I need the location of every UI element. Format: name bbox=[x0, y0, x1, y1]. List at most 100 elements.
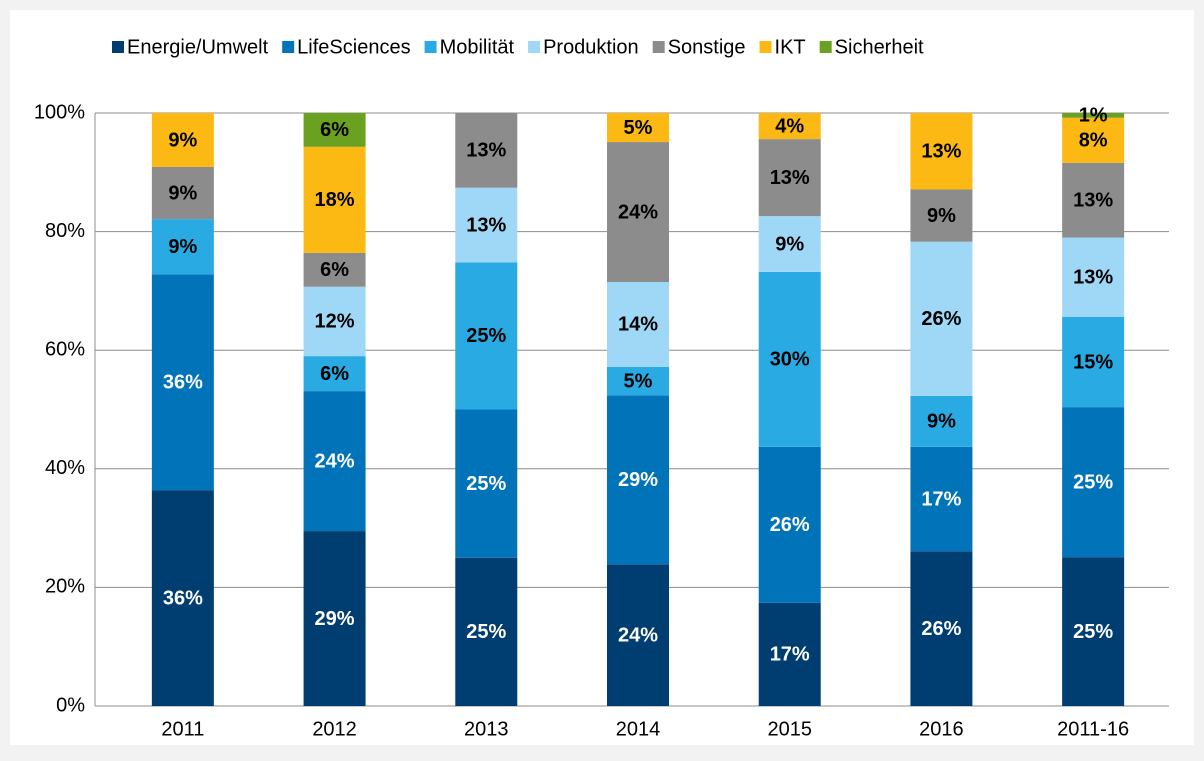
x-tick-label: 2014 bbox=[616, 718, 661, 740]
x-tick-label: 2011 bbox=[161, 718, 204, 740]
bar-segment bbox=[758, 271, 821, 447]
legend-label: LifeSciences bbox=[297, 36, 410, 58]
bar-segment bbox=[1062, 407, 1125, 558]
y-tick-label: 0% bbox=[56, 694, 85, 716]
data-label: 17% bbox=[770, 644, 810, 666]
bar-segment bbox=[1062, 117, 1125, 163]
data-label: 4% bbox=[775, 115, 804, 137]
x-tick-label: 2012 bbox=[312, 718, 357, 740]
data-label: 13% bbox=[770, 167, 810, 189]
data-label: 30% bbox=[770, 349, 810, 371]
data-label: 25% bbox=[466, 621, 506, 643]
data-label: 9% bbox=[927, 205, 956, 227]
data-label: 6% bbox=[320, 363, 349, 385]
legend-swatch bbox=[819, 41, 832, 53]
data-label: 24% bbox=[618, 201, 658, 223]
data-label: 5% bbox=[624, 117, 653, 139]
bar-segment bbox=[1062, 316, 1125, 408]
data-label: 15% bbox=[1073, 351, 1113, 373]
data-label: 9% bbox=[775, 233, 804, 255]
data-label: 13% bbox=[1073, 189, 1113, 211]
bar-segment bbox=[151, 113, 214, 167]
bar-segment bbox=[607, 113, 669, 143]
legend-label: Produktion bbox=[543, 36, 639, 58]
data-label: 6% bbox=[320, 259, 349, 281]
bar-segment bbox=[303, 356, 366, 392]
data-label: 9% bbox=[927, 411, 956, 433]
y-tick-label: 80% bbox=[45, 220, 85, 242]
bar-segment bbox=[758, 139, 821, 217]
bar-segment bbox=[151, 166, 214, 220]
bar-segment bbox=[455, 187, 518, 263]
bar-segment bbox=[455, 262, 518, 410]
bar-segment bbox=[455, 409, 518, 558]
legend-swatch bbox=[282, 41, 295, 53]
bar-segment bbox=[910, 395, 973, 447]
legend-label: Sonstige bbox=[668, 36, 746, 58]
x-tick-label: 2016 bbox=[919, 718, 964, 740]
legend-label: Energie/Umwelt bbox=[127, 36, 269, 58]
bar-segment bbox=[910, 241, 973, 396]
data-label: 25% bbox=[1073, 471, 1113, 493]
data-label: 13% bbox=[466, 140, 506, 162]
data-label: 13% bbox=[1073, 267, 1113, 289]
bar-segment bbox=[910, 113, 973, 190]
bar-segment bbox=[758, 216, 821, 272]
bar-segment bbox=[303, 391, 366, 532]
bar-segment bbox=[303, 286, 366, 357]
bar-segment bbox=[1062, 557, 1125, 706]
bar-segment bbox=[910, 446, 973, 552]
bar-segment bbox=[758, 602, 821, 706]
data-label: 13% bbox=[921, 141, 961, 163]
data-label: 36% bbox=[163, 372, 203, 394]
data-label: 36% bbox=[163, 587, 203, 609]
bar-segment bbox=[151, 219, 214, 275]
bar-segment bbox=[151, 274, 214, 491]
data-label: 8% bbox=[1079, 130, 1108, 152]
data-label: 29% bbox=[315, 608, 355, 630]
bar-segment bbox=[455, 557, 518, 706]
bar-segment bbox=[758, 113, 821, 140]
bar-segment bbox=[910, 551, 973, 706]
bar-segment bbox=[758, 446, 821, 603]
legend-swatch bbox=[652, 41, 665, 53]
legend-swatch bbox=[759, 41, 772, 53]
bar-segment bbox=[1062, 113, 1125, 118]
legend-label: Mobilität bbox=[440, 36, 515, 58]
data-label: 25% bbox=[466, 325, 506, 347]
data-label: 17% bbox=[921, 488, 961, 510]
data-label: 24% bbox=[315, 450, 355, 472]
y-tick-label: 60% bbox=[45, 338, 85, 360]
y-tick-label: 20% bbox=[45, 576, 85, 598]
bar-segment bbox=[910, 189, 973, 242]
bar-segment bbox=[607, 282, 669, 367]
data-label: 9% bbox=[168, 236, 197, 258]
bar-segment bbox=[303, 531, 366, 706]
data-label: 13% bbox=[466, 214, 506, 236]
bar-segment bbox=[1062, 162, 1125, 238]
x-tick-label: 2015 bbox=[767, 718, 812, 740]
y-tick-label: 40% bbox=[45, 457, 85, 479]
x-tick-label: 2013 bbox=[464, 718, 509, 740]
data-label: 9% bbox=[168, 182, 197, 204]
bar-segment bbox=[607, 395, 669, 565]
data-label: 26% bbox=[921, 308, 961, 330]
data-label: 5% bbox=[624, 370, 653, 392]
legend-label: Sicherheit bbox=[835, 36, 924, 58]
data-label: 12% bbox=[315, 311, 355, 333]
bar-segment bbox=[151, 490, 214, 706]
legend-swatch bbox=[112, 41, 124, 53]
bar-segment bbox=[303, 113, 366, 147]
data-label: 1% bbox=[1079, 105, 1108, 127]
x-tick-label: 2011-16 bbox=[1057, 718, 1129, 740]
bar-segment bbox=[1062, 237, 1125, 317]
legend-swatch bbox=[424, 41, 437, 53]
bar-segment bbox=[607, 142, 669, 283]
data-label: 25% bbox=[1073, 621, 1113, 643]
bar-segment bbox=[607, 366, 669, 396]
bar-segment bbox=[303, 252, 366, 287]
data-label: 26% bbox=[770, 514, 810, 536]
data-label: 29% bbox=[618, 469, 658, 491]
legend-swatch bbox=[528, 41, 541, 53]
